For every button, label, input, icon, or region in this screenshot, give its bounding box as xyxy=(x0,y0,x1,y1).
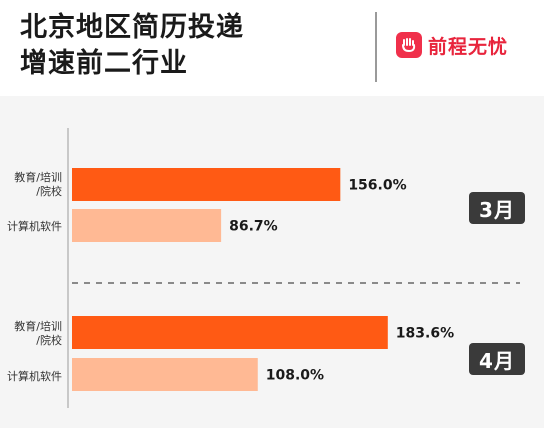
month-badge-april: 4月 xyxy=(469,343,525,375)
category-label-edu-line2: /院校 xyxy=(36,333,62,347)
value-label-4月-software: 108.0% xyxy=(266,368,324,384)
header-divider xyxy=(375,12,377,82)
value-label-4月-edu: 183.6% xyxy=(396,326,454,342)
value-label-3月-edu: 156.0% xyxy=(348,178,406,194)
brand-hand-icon xyxy=(396,32,422,58)
category-label-software: 计算机软件 xyxy=(7,369,62,383)
brand-logo: 前程无忧 xyxy=(396,31,508,59)
bar-4月-software xyxy=(72,358,258,391)
bar-3月-software xyxy=(72,209,222,242)
value-label-3月-software: 86.7% xyxy=(229,219,278,235)
category-label-software: 计算机软件 xyxy=(7,219,62,233)
month-badge-march: 3月 xyxy=(469,192,525,224)
chart-title-line-1: 北京地区简历投递 xyxy=(20,12,244,43)
chart-title: 北京地区简历投递 增速前二行业 xyxy=(20,10,244,82)
bar-3月-edu xyxy=(72,168,341,201)
brand-name: 前程无忧 xyxy=(428,35,509,58)
category-label-edu-line1: 教育/培训 xyxy=(14,170,62,184)
category-label-edu-line2: /院校 xyxy=(36,184,62,198)
bar-4月-edu xyxy=(72,316,388,349)
chart-title-line-2: 增速前二行业 xyxy=(20,48,188,79)
category-label-edu-line1: 教育/培训 xyxy=(14,319,62,333)
chart-header: 北京地区简历投递 增速前二行业 前程无忧 xyxy=(0,0,544,96)
